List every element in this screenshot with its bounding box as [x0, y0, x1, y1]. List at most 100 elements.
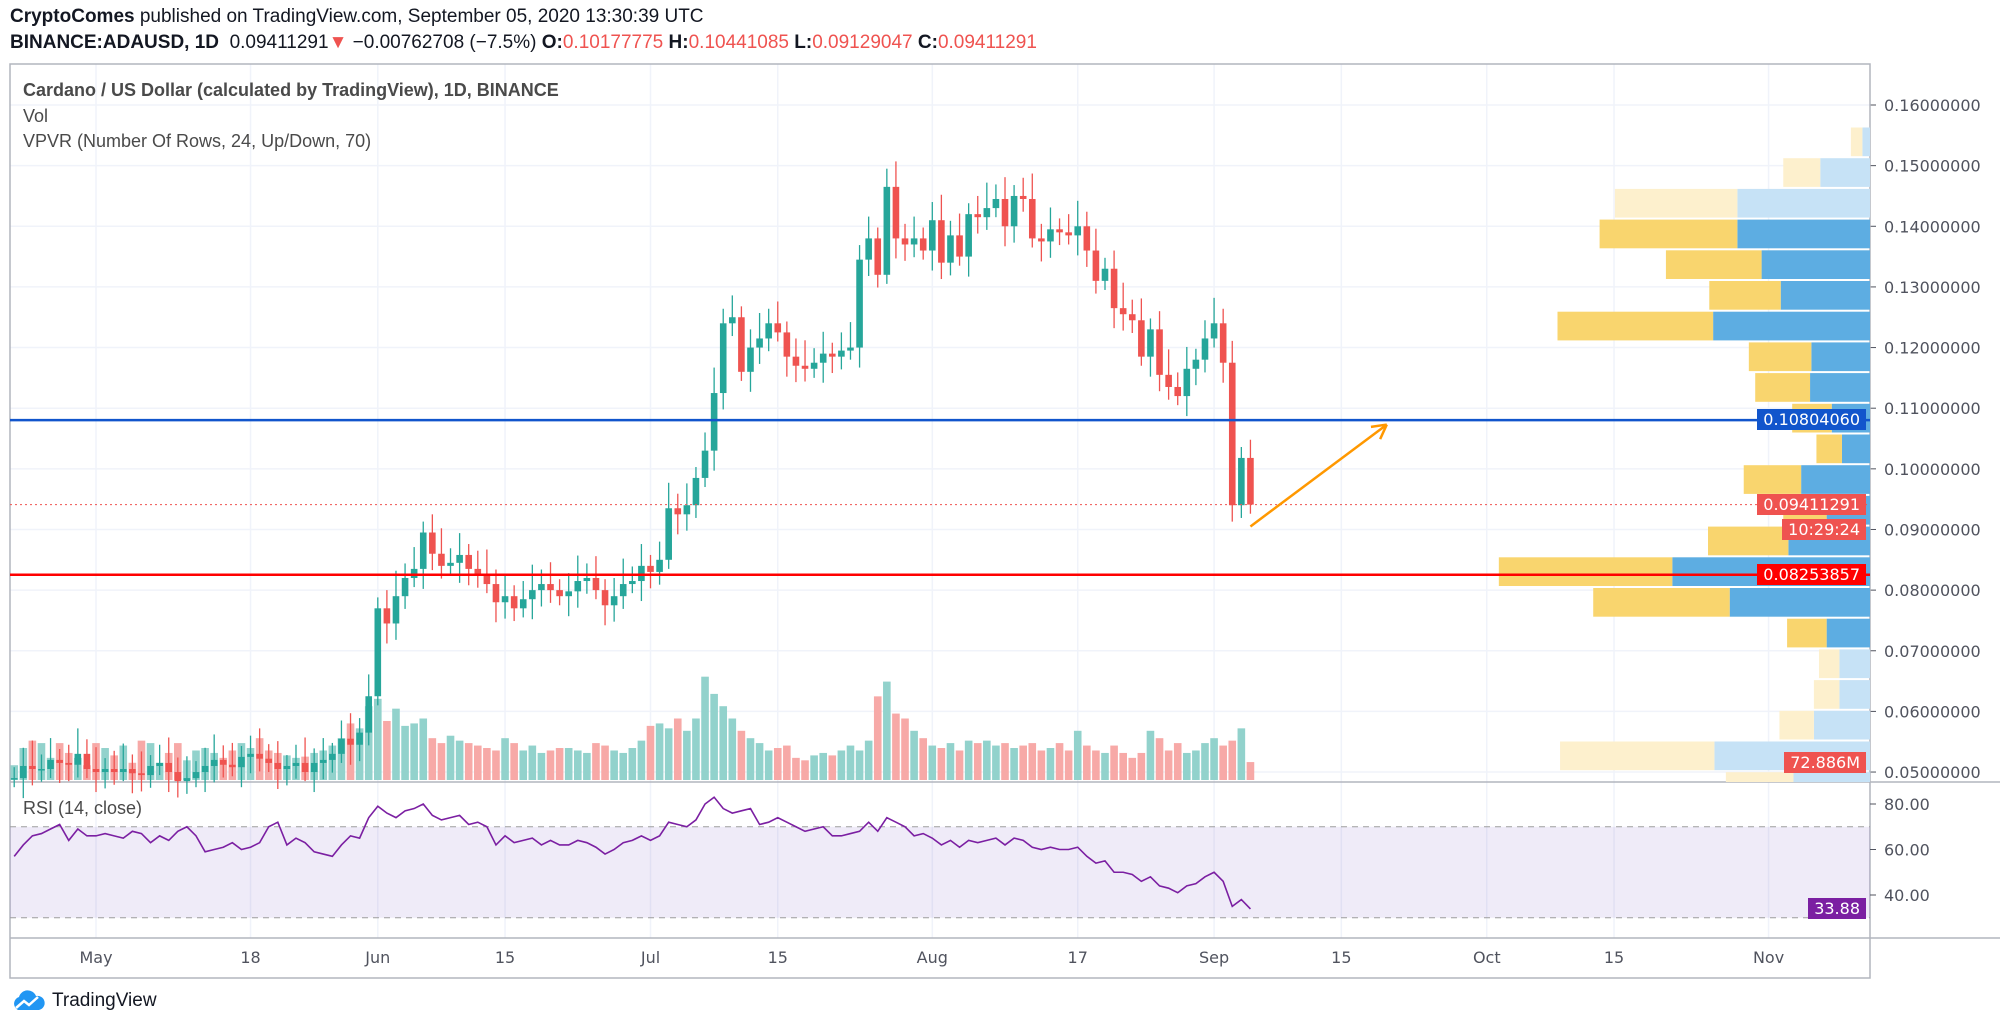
- candle-body: [701, 450, 709, 478]
- last-price: 0.09411291: [229, 32, 329, 53]
- volume-bar: [983, 740, 991, 780]
- volume-bar: [401, 725, 409, 780]
- volume-bar: [737, 730, 746, 780]
- candle-body: [1110, 268, 1118, 309]
- vpvr-up-bar: [1811, 342, 1870, 372]
- volume-bar: [1164, 750, 1173, 780]
- candle-body: [101, 769, 109, 773]
- candle-body: [310, 762, 318, 773]
- x-tick-label: Oct: [1473, 948, 1501, 967]
- candle-body: [901, 238, 909, 245]
- candle-body: [829, 353, 836, 357]
- y-tick-label: 0.10000000: [1884, 460, 1981, 479]
- volume-bar: [955, 750, 964, 780]
- candle-body: [1183, 368, 1191, 397]
- candle-body: [556, 590, 563, 597]
- volume-bar: [537, 752, 546, 780]
- volume-bar: [464, 743, 473, 780]
- volume-bar: [764, 750, 773, 780]
- vpvr-down-bar: [1743, 465, 1802, 494]
- candle-body: [729, 317, 736, 324]
- candle-body: [974, 214, 982, 218]
- volume-bar: [1173, 743, 1182, 780]
- candle-body: [319, 759, 327, 763]
- volume-bar: [1110, 745, 1118, 780]
- vpvr-up-bar: [1761, 250, 1870, 279]
- cloud-logo-icon: [14, 990, 45, 1010]
- candle-body: [447, 562, 454, 566]
- volume-bar: [392, 708, 400, 780]
- candle-body: [792, 356, 800, 366]
- volume-bar: [592, 743, 600, 780]
- rsi-indicator-label[interactable]: RSI (14, close): [23, 798, 143, 818]
- author[interactable]: CryptoComes: [10, 6, 135, 27]
- volume-bar: [1019, 745, 1027, 780]
- vpvr-up-bar: [1737, 219, 1870, 249]
- volume-bar: [1046, 748, 1055, 780]
- candle-body: [1092, 250, 1100, 281]
- volume-bar: [710, 693, 718, 780]
- tradingview-logo[interactable]: TradingView: [10, 990, 157, 1012]
- candle-body: [1038, 238, 1045, 242]
- volume-bar: [837, 750, 846, 780]
- volume-bar: [1246, 762, 1255, 780]
- candle-body: [865, 238, 872, 260]
- candle-body: [1165, 374, 1172, 387]
- volume-bar: [483, 748, 491, 780]
- volume-bar: [455, 740, 464, 780]
- open-value: 0.10177775: [562, 32, 664, 53]
- volume-bar: [1028, 743, 1037, 780]
- volume-bar: [637, 740, 646, 780]
- candle-body: [219, 759, 227, 765]
- candle-body: [610, 596, 618, 606]
- volume-bar: [819, 752, 828, 780]
- candle-body: [138, 773, 145, 776]
- x-tick-label: 15: [768, 948, 788, 967]
- candle-body: [1001, 198, 1009, 227]
- volume-bar: [519, 750, 528, 780]
- candle-body: [483, 574, 491, 585]
- candle-body: [474, 568, 482, 575]
- x-tick-label: Jul: [640, 948, 660, 967]
- x-tick-label: Jun: [364, 948, 390, 967]
- low-label: L:: [794, 32, 813, 53]
- volume-bar: [701, 676, 709, 780]
- candle-body: [456, 554, 463, 563]
- candle-body: [583, 577, 591, 582]
- volume-bar: [1201, 743, 1209, 780]
- candle-body: [992, 198, 1000, 209]
- volume-bar: [419, 718, 428, 780]
- ohlc-bar: BINANCE:ADAUSD, 1D 0.09411291▼ −0.007627…: [10, 32, 1037, 54]
- candle-body: [274, 762, 282, 770]
- candle-body: [429, 532, 436, 554]
- vpvr-indicator-label[interactable]: VPVR (Number Of Rows, 24, Up/Down, 70): [23, 131, 372, 151]
- volume-bar: [374, 698, 382, 780]
- candle-body: [365, 696, 373, 733]
- vpvr-down-bar: [1725, 772, 1794, 782]
- candle-body: [1238, 457, 1245, 506]
- candle-body: [710, 393, 718, 451]
- volume-bar: [719, 706, 728, 780]
- volume-bar: [1064, 750, 1073, 780]
- volume-bar: [601, 745, 609, 780]
- volume-bar: [1183, 752, 1191, 780]
- candle-body: [247, 753, 254, 757]
- volume-bar: [1092, 750, 1100, 780]
- candle-body: [565, 591, 572, 597]
- candle-body: [347, 738, 354, 745]
- vpvr-up-bar: [1729, 588, 1870, 617]
- candle-body: [874, 238, 882, 275]
- candle-body: [956, 235, 963, 257]
- volume-bar: [664, 728, 673, 780]
- vol-indicator-label[interactable]: Vol: [23, 106, 49, 126]
- candle-body: [156, 762, 163, 766]
- volume-bar: [810, 755, 818, 780]
- volume-bar: [473, 745, 482, 780]
- candle-body: [265, 758, 273, 763]
- x-tick-label: Nov: [1753, 948, 1784, 967]
- bar-countdown-label: 10:29:24: [1782, 519, 1866, 540]
- candle-body: [1028, 198, 1036, 239]
- candle-body: [292, 762, 300, 766]
- candle-body: [1101, 268, 1109, 281]
